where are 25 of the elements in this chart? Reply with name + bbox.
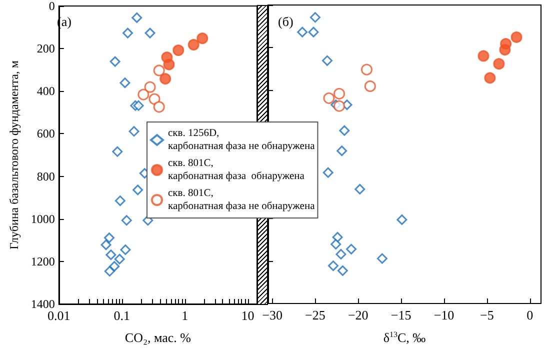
x-tick-label: 10 <box>241 308 254 323</box>
y-axis-title: Глубина базальтового фундамента, м <box>7 60 21 250</box>
y-tick-label: 800 <box>36 169 55 184</box>
x-tick-label: −20 <box>348 308 368 322</box>
x-tick-label: 1 <box>182 308 188 323</box>
x-tick-label: −5 <box>480 308 494 322</box>
legend-label: скв. 1256D, карбонатная фаза не обнаружена <box>168 128 316 152</box>
y-tick-label: 200 <box>36 42 55 56</box>
annotation: (б) <box>278 14 294 29</box>
legend-label: скв. 801C, карбонатная фаза не обнаружена <box>168 188 316 212</box>
y-tick-label: 0 <box>48 0 55 13</box>
y-tick-label: 1200 <box>30 254 55 268</box>
x-tick-label: −15 <box>390 308 412 322</box>
x-tick-label: −10 <box>434 308 454 322</box>
y-tick-label: 600 <box>36 126 55 141</box>
y-tick-label: 400 <box>36 84 55 98</box>
y-tick-label: 1400 <box>30 297 55 311</box>
x-tick-label: 0.1 <box>114 308 130 323</box>
x-tick-label: −30 <box>262 308 282 322</box>
x-tick-label: −25 <box>305 308 326 322</box>
legend-label: скв. 801C, карбонатная фаза обнаружена <box>168 158 305 182</box>
y-tick-label: 1000 <box>30 212 55 226</box>
x-axis-title: CO₂, мас. % <box>124 330 192 345</box>
x-tick-label: 0.01 <box>48 308 70 323</box>
x-tick-label: 0 <box>526 308 534 322</box>
